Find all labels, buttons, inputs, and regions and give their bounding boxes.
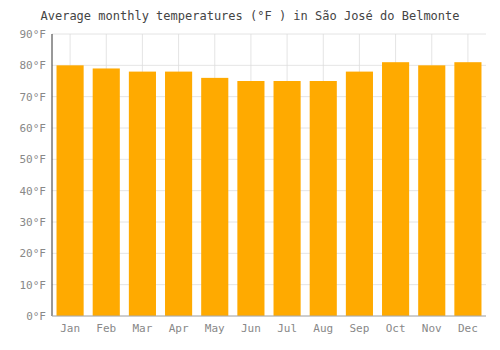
- chart-svg: Average monthly temperatures (°F ) in Sã…: [0, 0, 500, 350]
- bar: [454, 62, 481, 316]
- x-tick-label: Aug: [313, 322, 333, 335]
- y-axis: 0°F 10°F 20°F 30°F 40°F 50°F 60°F 70°F 80°F 90°F: [20, 28, 47, 323]
- y-tick-label: 0°F: [26, 310, 46, 323]
- y-axis-line: [52, 34, 53, 316]
- bar: [310, 81, 337, 316]
- bar: [57, 65, 84, 316]
- y-tick-label: 10°F: [20, 279, 47, 292]
- y-tick-label: 40°F: [20, 185, 47, 198]
- y-tick-label: 60°F: [20, 122, 47, 135]
- x-tick-label: Feb: [96, 322, 116, 335]
- bar: [274, 81, 301, 316]
- grid-line-y: [52, 316, 486, 317]
- grid: [52, 34, 486, 316]
- bar: [165, 72, 192, 316]
- bar: [93, 68, 120, 316]
- y-tick-label: 20°F: [20, 247, 47, 260]
- chart-container: Average monthly temperatures (°F ) in Sã…: [0, 0, 500, 350]
- x-tick-label: Oct: [386, 322, 406, 335]
- x-tick-label: May: [205, 322, 225, 335]
- x-tick-label: Jun: [241, 322, 261, 335]
- x-tick-label: Jul: [277, 322, 297, 335]
- x-tick-label: Mar: [132, 322, 152, 335]
- y-tick-label: 30°F: [20, 216, 47, 229]
- x-tick-label: Jan: [60, 322, 80, 335]
- bar: [382, 62, 409, 316]
- x-tick-label: Nov: [422, 322, 442, 335]
- x-tick-label: Sep: [349, 322, 369, 335]
- y-tick-label: 80°F: [20, 59, 47, 72]
- bar: [346, 72, 373, 316]
- x-axis: Jan Feb Mar Apr May Jun Jul Aug Sep Oct Nov Dec: [60, 322, 478, 335]
- y-tick-label: 90°F: [20, 28, 47, 41]
- x-tick-label: Apr: [169, 322, 189, 335]
- title: Average monthly temperatures (°F ) in Sã…: [40, 9, 459, 23]
- y-tick-label: 70°F: [20, 91, 47, 104]
- bar: [201, 78, 228, 316]
- bar: [237, 81, 264, 316]
- bar: [418, 65, 445, 316]
- bar: [129, 72, 156, 316]
- y-tick-label: 50°F: [20, 153, 47, 166]
- bars: [57, 62, 482, 316]
- x-axis-line: [52, 316, 486, 317]
- x-tick-label: Dec: [458, 322, 478, 335]
- grid-line-y: [52, 34, 486, 35]
